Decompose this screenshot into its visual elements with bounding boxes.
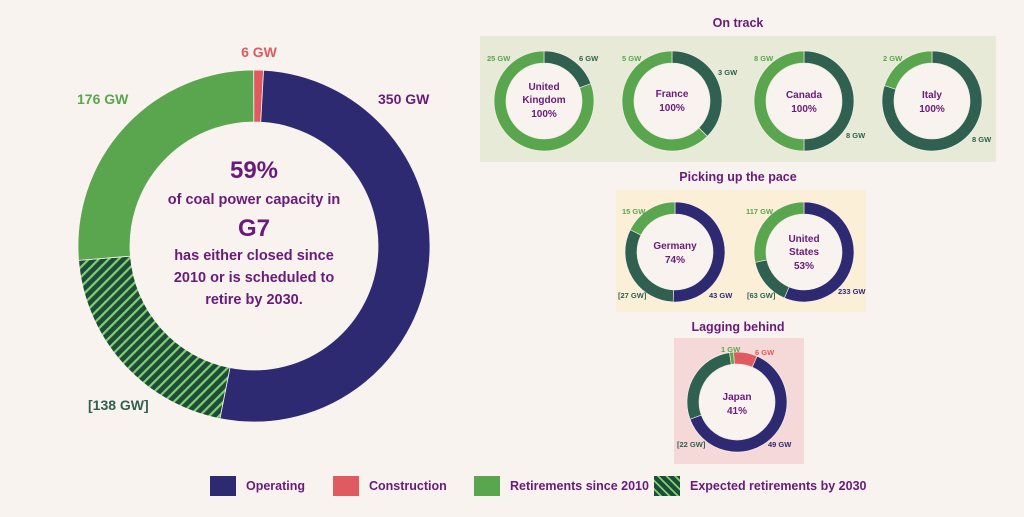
canada-percent: 100% <box>791 104 817 115</box>
germany-percent: 74% <box>665 255 685 266</box>
main-line1: of coal power capacity in <box>168 192 340 208</box>
donut-hole <box>637 214 713 290</box>
legend-item-construction: Construction <box>333 472 447 500</box>
donut-slice-germany-retirements-since-2010 <box>629 201 676 236</box>
legend-swatch-expected <box>654 476 680 496</box>
donut-hole <box>894 63 970 139</box>
main-label-retired: 176 GW <box>77 91 129 107</box>
uk-percent: 100% <box>531 109 557 120</box>
us-label-retired: 117 GW <box>746 207 774 216</box>
donut-slice-italy-expected-retirements-by-2030 <box>881 50 983 152</box>
us-label-expected: [63 GW] <box>747 291 776 300</box>
donut-slice-united-retirements-since-2010 <box>753 201 805 263</box>
donut-layer <box>77 50 983 453</box>
donut-slice-g7-retirements-since-2010 <box>77 69 255 261</box>
donut-hole <box>766 63 842 139</box>
donut-hole <box>130 122 378 370</box>
group-heading-on-track: On track <box>713 16 764 30</box>
italy-name: Italy <box>922 90 942 101</box>
legend-label-expected: Expected retirements by 2030 <box>690 479 867 493</box>
japan-percent: 41% <box>727 406 747 417</box>
legend-label-operating: Operating <box>246 479 306 493</box>
legend-label-construction: Construction <box>369 479 447 493</box>
us-label-operating: 233 GW <box>838 287 866 296</box>
canada-name: Canada <box>786 90 823 101</box>
legend-item-expected: Expected retirements by 2030 <box>654 472 866 500</box>
france-label-expected: 3 GW <box>718 68 738 77</box>
donut-hole <box>634 63 710 139</box>
group-heading-picking-up: Picking up the pace <box>679 170 796 184</box>
uk-name-1: United <box>528 82 559 93</box>
donut-slice-italy-retirements-since-2010 <box>884 50 933 90</box>
donut-hole <box>506 63 582 139</box>
main-label-operating: 350 GW <box>378 91 430 107</box>
us-name-1: United <box>788 234 819 245</box>
donut-slice-france-retirements-since-2010 <box>621 50 708 152</box>
france-name: France <box>656 89 689 100</box>
japan-label-operating: 49 GW <box>768 440 792 449</box>
uk-label-retired: 25 GW <box>487 54 511 63</box>
us-percent: 53% <box>794 261 814 272</box>
germany-label-retired: 15 GW <box>622 207 646 216</box>
italy-percent: 100% <box>919 104 945 115</box>
japan-label-construction: 6 GW <box>755 348 775 357</box>
main-line3: 2010 or is scheduled to <box>174 270 335 286</box>
main-percent: 59% <box>230 157 278 184</box>
donut-hole <box>699 364 775 440</box>
main-label-construction: 6 GW <box>241 44 278 60</box>
donut-slice-united-retirements-since-2010 <box>493 50 595 152</box>
legend-item-retired: Retirements since 2010 <box>474 472 649 500</box>
legend-swatch-retired <box>474 476 500 496</box>
main-line2: has either closed since <box>174 248 334 264</box>
legend-swatch-operating <box>210 476 236 496</box>
legend-swatch-construction <box>333 476 359 496</box>
uk-label-expected: 6 GW <box>579 54 599 63</box>
germany-name: Germany <box>653 241 697 252</box>
main-line4: retire by 2030. <box>205 292 303 308</box>
japan-name: Japan <box>723 392 752 403</box>
legend-label-retired: Retirements since 2010 <box>510 479 649 493</box>
main-center-text: 59% of coal power capacity in G7 has eit… <box>168 157 340 308</box>
main-label-expected: [138 GW] <box>88 397 149 413</box>
donut-hole <box>766 214 842 290</box>
uk-name-2: Kingdom <box>522 95 565 106</box>
us-name-2: States <box>789 247 819 258</box>
japan-label-expected: [22 GW] <box>677 440 706 449</box>
france-label-retired: 5 GW <box>622 54 642 63</box>
canada-label-retired: 8 GW <box>754 54 774 63</box>
group-heading-lagging: Lagging behind <box>691 320 784 334</box>
legend: Operating Construction Retirements since… <box>0 472 1024 500</box>
italy-label-retired: 2 GW <box>883 54 903 63</box>
japan-label-retired: 1 GW <box>721 345 741 354</box>
germany-label-operating: 43 GW <box>709 291 733 300</box>
germany-label-expected: [27 GW] <box>618 291 647 300</box>
donut-slice-canada-retirements-since-2010 <box>753 50 805 152</box>
france-percent: 100% <box>659 103 685 114</box>
canada-label-expected: 8 GW <box>846 131 866 140</box>
donut-slice-g7-operating <box>219 69 431 423</box>
donut-slice-japan-retirements-since-2010 <box>729 351 735 365</box>
main-region: G7 <box>238 215 270 242</box>
legend-item-operating: Operating <box>210 472 305 500</box>
italy-label-expected: 8 GW <box>972 135 992 144</box>
